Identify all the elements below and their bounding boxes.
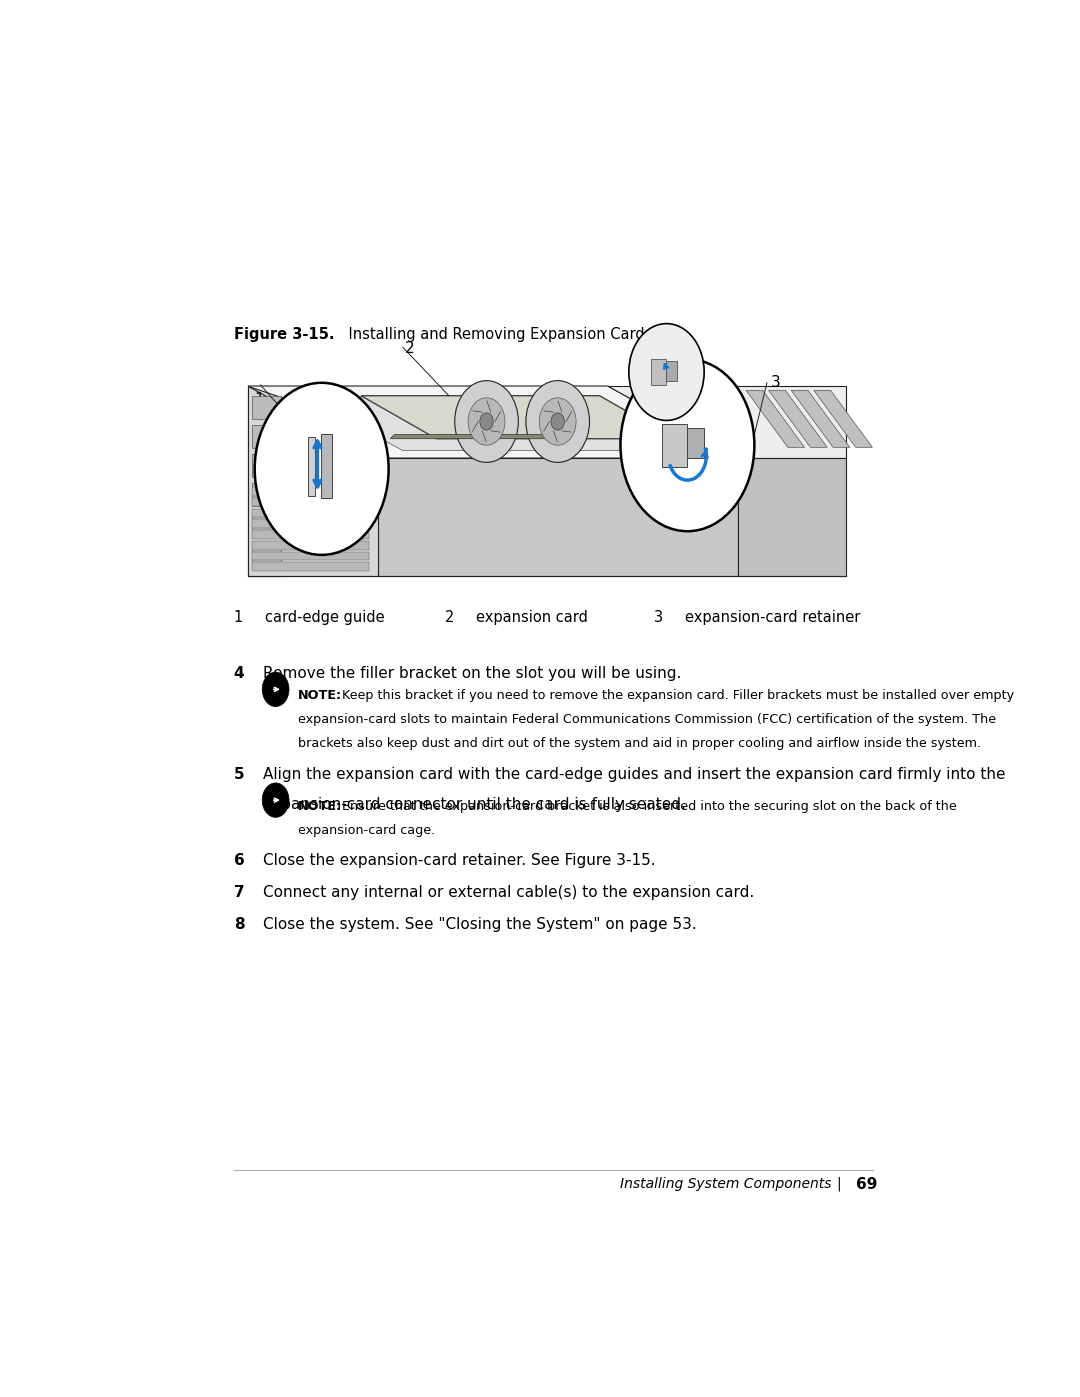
Text: Close the system. See "Closing the System" on page 53.: Close the system. See "Closing the Syste…	[264, 918, 697, 932]
Circle shape	[262, 782, 289, 817]
Circle shape	[629, 324, 704, 420]
Polygon shape	[253, 497, 369, 507]
Text: Remove the filler bracket on the slot you will be using.: Remove the filler bracket on the slot yo…	[264, 666, 681, 680]
Text: 3: 3	[653, 609, 663, 624]
Circle shape	[455, 380, 518, 462]
Polygon shape	[289, 460, 356, 481]
Text: 1: 1	[254, 393, 264, 408]
Polygon shape	[253, 552, 369, 560]
Polygon shape	[378, 458, 738, 577]
Polygon shape	[792, 390, 850, 447]
Text: 2: 2	[445, 609, 454, 624]
Text: |: |	[836, 1176, 840, 1192]
Polygon shape	[253, 529, 369, 539]
Text: 4: 4	[233, 666, 244, 680]
Polygon shape	[688, 427, 704, 458]
Text: 3: 3	[771, 376, 781, 390]
Polygon shape	[746, 390, 805, 447]
Text: 1: 1	[233, 609, 243, 624]
Text: Close the expansion-card retainer. See Figure 3-15.: Close the expansion-card retainer. See F…	[264, 852, 656, 868]
Polygon shape	[302, 462, 349, 474]
Circle shape	[480, 414, 494, 430]
Polygon shape	[253, 520, 369, 528]
Polygon shape	[662, 423, 688, 467]
Polygon shape	[253, 541, 282, 564]
Text: Ensure that the expansion-card bracket is also inserted into the securing slot o: Ensure that the expansion-card bracket i…	[338, 800, 957, 813]
Text: expansion-card connector until the card is fully seated.: expansion-card connector until the card …	[264, 796, 686, 812]
Text: Installing and Removing Expansion Cards: Installing and Removing Expansion Cards	[330, 327, 652, 342]
Text: Align the expansion card with the card-edge guides and insert the expansion card: Align the expansion card with the card-e…	[264, 767, 1005, 782]
Polygon shape	[738, 458, 847, 577]
Text: 8: 8	[233, 918, 244, 932]
Polygon shape	[651, 359, 666, 386]
Text: Installing System Components: Installing System Components	[620, 1178, 832, 1192]
Circle shape	[526, 380, 590, 462]
Polygon shape	[289, 400, 356, 420]
Polygon shape	[361, 395, 675, 439]
Polygon shape	[253, 511, 282, 535]
Polygon shape	[248, 386, 282, 577]
Polygon shape	[289, 489, 356, 511]
Text: expansion card: expansion card	[475, 609, 588, 624]
Text: 2: 2	[405, 341, 414, 356]
Polygon shape	[302, 402, 349, 414]
Polygon shape	[248, 386, 378, 577]
Polygon shape	[253, 483, 282, 507]
Text: brackets also keep dust and dirt out of the system and aid in proper cooling and: brackets also keep dust and dirt out of …	[298, 736, 982, 750]
Polygon shape	[390, 434, 550, 439]
Polygon shape	[321, 434, 332, 497]
Polygon shape	[248, 386, 738, 458]
Polygon shape	[253, 454, 282, 478]
Circle shape	[468, 398, 505, 446]
Circle shape	[620, 359, 755, 531]
Polygon shape	[289, 429, 356, 451]
Circle shape	[255, 383, 389, 555]
Polygon shape	[666, 362, 677, 380]
Text: Connect any internal or external cable(s) to the expansion card.: Connect any internal or external cable(s…	[264, 886, 754, 900]
Polygon shape	[302, 493, 349, 504]
Polygon shape	[253, 425, 282, 448]
Polygon shape	[608, 386, 847, 458]
Polygon shape	[302, 432, 349, 444]
Text: Keep this bracket if you need to remove the expansion card. Filler brackets must: Keep this bracket if you need to remove …	[338, 689, 1014, 703]
Text: 7: 7	[233, 886, 244, 900]
Text: 6: 6	[233, 852, 244, 868]
Polygon shape	[253, 509, 369, 517]
Polygon shape	[253, 541, 369, 549]
Polygon shape	[769, 390, 827, 447]
Polygon shape	[253, 563, 369, 571]
Text: NOTE:: NOTE:	[298, 689, 342, 703]
Text: 69: 69	[856, 1176, 878, 1192]
Text: expansion-card slots to maintain Federal Communications Commission (FCC) certifi: expansion-card slots to maintain Federal…	[298, 712, 997, 726]
Polygon shape	[253, 488, 369, 496]
Text: expansion-card retainer: expansion-card retainer	[685, 609, 861, 624]
Polygon shape	[814, 390, 873, 447]
Text: 5: 5	[233, 767, 244, 782]
Polygon shape	[302, 397, 684, 451]
Text: Figure 3-15.: Figure 3-15.	[233, 327, 335, 342]
Text: expansion-card cage.: expansion-card cage.	[298, 824, 435, 837]
Circle shape	[539, 398, 576, 446]
Polygon shape	[308, 437, 315, 496]
Circle shape	[262, 672, 289, 707]
Text: card-edge guide: card-edge guide	[265, 609, 384, 624]
Polygon shape	[253, 395, 282, 419]
Circle shape	[551, 414, 565, 430]
Text: NOTE:: NOTE:	[298, 800, 342, 813]
